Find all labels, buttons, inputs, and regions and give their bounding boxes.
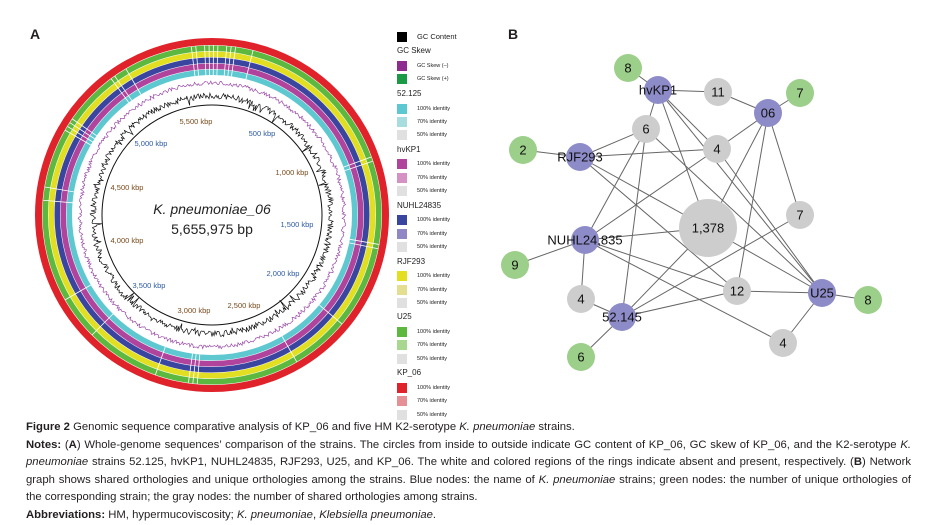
abbr-label: Abbreviations: [26,509,105,521]
node-label: 11 [711,85,725,100]
node-green: 2 [509,136,537,164]
node-label: 4 [779,336,786,351]
notes-letter: B [854,456,862,468]
node-blue: U25 [808,279,836,307]
network-graph: hvKP1 06 RJF293 NUHL24,835 52.145 U25 8 7 2 9 6 8 11… [0,0,927,410]
node-label: 4 [577,292,584,307]
node-gray: 6 [632,115,660,143]
node-gray: 4 [703,135,731,163]
node-label: 7 [796,86,803,101]
node-gray: 12 [723,277,751,305]
figure-label: Figure 2 [26,421,70,433]
node-label: hvKP1 [639,83,677,98]
caption-text: ( [61,439,69,451]
node-blue: 06 [754,99,782,127]
notes-label: Notes: [26,439,61,451]
caption-italic: K. pneumoniae [539,474,616,486]
node-label: RJF293 [557,150,603,165]
network-edge [768,113,800,215]
caption-text: Genomic sequence comparative analysis of… [70,421,459,433]
node-gray: 7 [786,201,814,229]
node-green: 9 [501,251,529,279]
node-label: 1,378 [692,221,725,236]
node-label: 4 [713,142,720,157]
caption-text: strains 52.125, hvKP1, NUHL24835, RJF293… [88,456,850,468]
caption-italic: K. pneumoniae [459,421,535,433]
figure-caption: Figure 2 Genomic sequence comparative an… [26,419,911,525]
notes-letter: A [69,439,77,451]
node-gray: 4 [769,329,797,357]
caption-title: Figure 2 Genomic sequence comparative an… [26,419,911,437]
node-gray: 11 [704,78,732,106]
node-green: 8 [854,286,882,314]
node-label: 6 [577,350,584,365]
node-blue: RJF293 [557,143,603,171]
network-edge [658,90,822,293]
node-label: 12 [730,284,744,299]
node-green: 7 [786,79,814,107]
node-label: 06 [761,106,775,121]
node-label: 8 [624,61,631,76]
node-label: NUHL24,835 [547,233,622,248]
caption-text: strains. [535,421,575,433]
node-label: 9 [511,258,518,273]
caption-italic: K. pneumoniae [237,509,313,521]
caption-notes: Notes: (A) Whole-genome sequences’ compa… [26,437,911,507]
node-label: 8 [864,293,871,308]
identity-label: 50% identity [417,412,447,418]
node-label: 2 [519,143,526,158]
node-blue: 52.145 [602,303,642,331]
node-label: 6 [642,122,649,137]
caption-abbreviations: Abbreviations: HM, hypermucoviscosity; K… [26,507,911,525]
network-edge [622,129,646,317]
network-edge [585,129,646,240]
network-edge [737,113,768,291]
caption-text: . [433,509,436,521]
caption-text: HM, hypermucoviscosity; [105,509,237,521]
node-label: U25 [810,286,834,301]
node-label: 7 [796,208,803,223]
node-green: 8 [614,54,642,82]
caption-text: ) Whole-genome sequences’ comparison of … [77,439,900,451]
caption-italic: Klebsiella pneumoniae [319,509,433,521]
node-gray: 1,378 [679,199,737,257]
node-gray: 4 [567,285,595,313]
node-label: 52.145 [602,310,642,325]
node-green: 6 [567,343,595,371]
